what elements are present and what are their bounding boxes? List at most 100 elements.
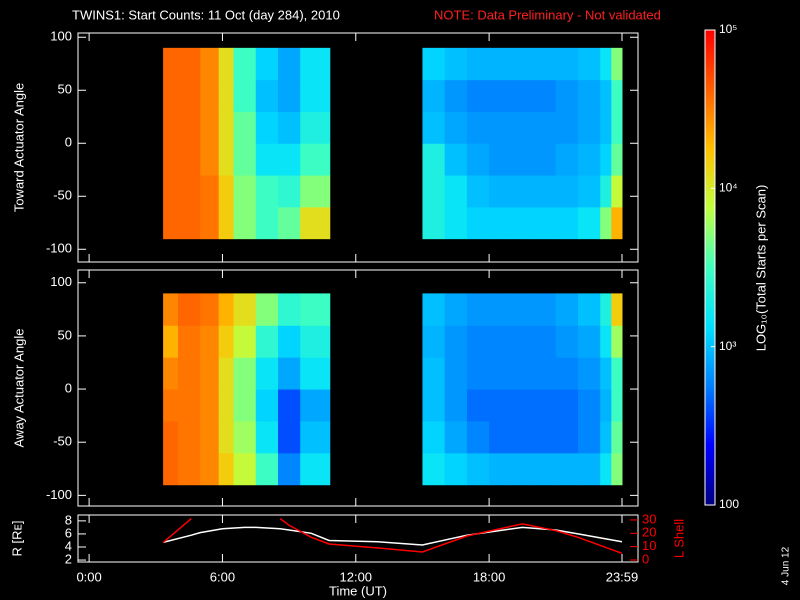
heatmap-cell [578,452,601,486]
heatmap-cell [511,452,535,486]
heatmap-cell [422,420,446,454]
heatmap-cell [466,293,490,326]
heatmap-cell [178,293,201,326]
heatmap-cell [444,325,468,358]
heatmap-cell [578,47,601,81]
heatmap-cell [533,293,557,326]
series-line [162,526,623,546]
heatmap-cell [611,111,623,144]
heatmap-cell [600,420,612,454]
heatmap-cell [489,206,512,240]
heatmap-cell [489,175,512,208]
heatmap-cell [233,293,257,326]
heatmap-cell [178,79,201,112]
heatmap-cell [466,175,490,208]
y2-tick-label: 20 [642,525,656,540]
y2-axis-title: L Shell [671,519,686,558]
heatmap-cell [300,389,331,422]
heatmap-cell [233,47,257,81]
heatmap-cell [218,111,235,144]
heatmap-cell [444,111,468,144]
heatmap-cell [422,143,446,176]
heatmap-cell [218,357,235,390]
heatmap-cell [278,389,301,422]
heatmap-cell [611,79,623,112]
y-tick-label: 100 [50,29,72,44]
heatmap-cell [600,175,612,208]
heatmap-cell [600,206,612,240]
heatmap-cell [533,357,557,390]
heatmap-cell [178,389,201,422]
heatmap-cell [233,420,257,454]
heatmap-cell [422,293,446,326]
heatmap-cell [233,389,257,422]
heatmap-cell [218,452,235,486]
heatmap-cell [555,420,579,454]
heatmap-cell [422,357,446,390]
note: NOTE: Data Preliminary - Not validated [434,7,661,22]
colorbar-tick-label: 100 [719,497,739,511]
heatmap-cell [278,293,301,326]
heatmap-cell [300,79,331,112]
heatmap-cell [422,389,446,422]
heatmap-cell [555,452,579,486]
heatmap-cell [600,293,612,326]
y-axis-title: R [Rᴇ] [9,521,24,557]
heatmap-cell [444,357,468,390]
heatmap-cell [611,420,623,454]
heatmap-cell [163,389,179,422]
heatmap-cell [255,420,279,454]
heatmap-cell [178,143,201,176]
heatmap-cell [511,325,535,358]
heatmap-cell [511,143,535,176]
heatmap-cell [444,206,468,240]
heatmap-cell [611,47,623,81]
heatmap-cell [300,357,331,390]
heatmap-cell [533,420,557,454]
y-tick-label: 6 [65,525,72,540]
heatmap-cell [511,293,535,326]
x-tick-label: 23:59 [606,569,639,584]
heatmap-cell [233,175,257,208]
heatmap-cell [233,111,257,144]
heatmap-cell [218,143,235,176]
x-tick-label: 6:00 [210,569,235,584]
y-tick-label: -50 [53,188,72,203]
colorbar [704,29,716,506]
heatmap-cell [555,111,579,144]
heatmap-cell [300,143,331,176]
heatmap-cell [218,79,235,112]
heatmap-cell [178,175,201,208]
heatmap-cell [466,143,490,176]
heatmap-cell [555,357,579,390]
heatmap-cell [533,452,557,486]
heatmap-cell [555,206,579,240]
heatmap-cell [533,175,557,208]
series-line [162,518,623,555]
heatmap-cell [178,452,201,486]
heatmap-cell [511,357,535,390]
heatmap-cell [278,206,301,240]
heatmap-cell [255,143,279,176]
plot-frame [77,269,639,507]
heatmap-cell [255,47,279,81]
heatmap-cell [511,47,535,81]
heatmap-cell [163,79,179,112]
heatmap-cell [200,47,220,81]
heatmap-cell [422,325,446,358]
heatmap-cell [489,325,512,358]
heatmap-cell [178,325,201,358]
heatmap-cell [255,175,279,208]
heatmap-cell [233,206,257,240]
heatmap-cell [200,452,220,486]
heatmap-cell [218,389,235,422]
x-tick-label: 18:00 [473,569,506,584]
heatmap-cell [422,206,446,240]
heatmap-cell [163,325,179,358]
heatmap-cell [200,389,220,422]
heatmap-cell [163,293,179,326]
heatmap-cell [611,357,623,390]
heatmap-cell [511,175,535,208]
heatmap-cell [578,175,601,208]
